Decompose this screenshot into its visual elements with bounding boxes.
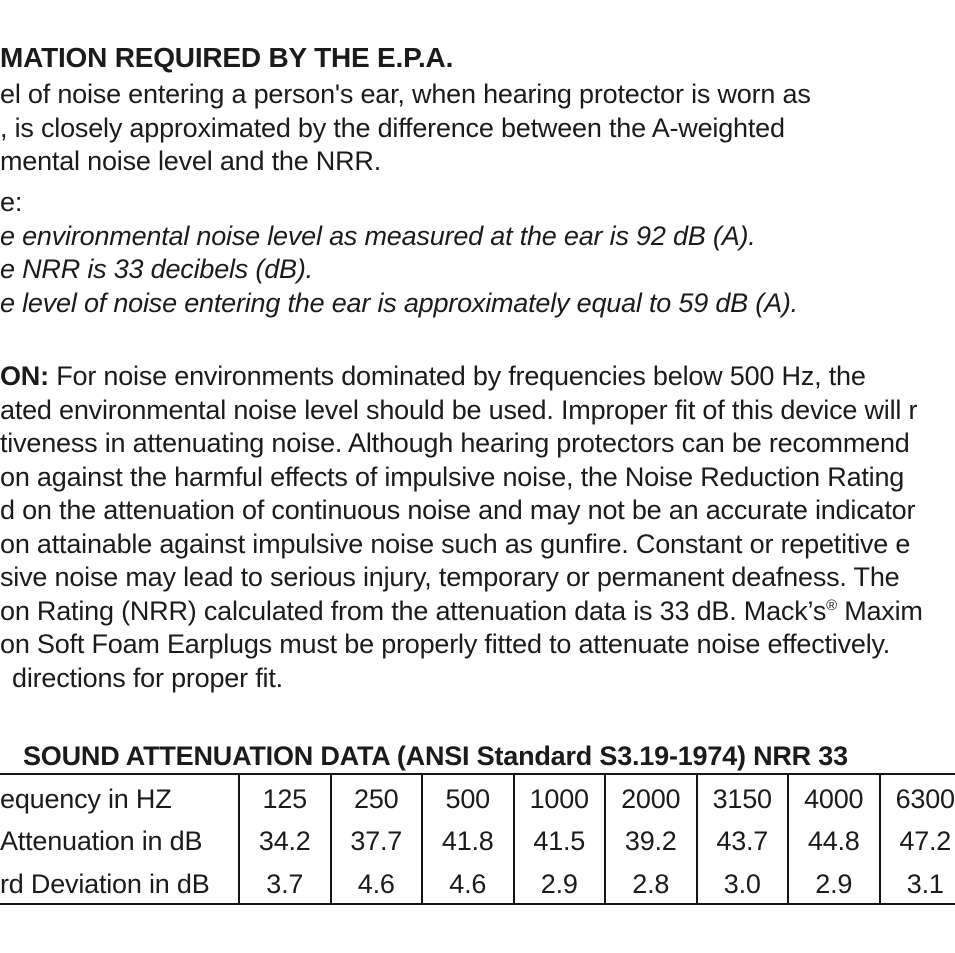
caution-line-post: Maxim: [836, 595, 923, 626]
caution-line: on attainable against impulsive noise su…: [0, 528, 911, 559]
example-line: e environmental noise level as measured …: [0, 220, 756, 251]
caution-line: on Soft Foam Earplugs must be properly f…: [0, 629, 891, 659]
example-line: e level of noise entering the ear is app…: [0, 287, 798, 318]
table-cell: 4.6: [329, 860, 422, 903]
epa-heading: MATION REQUIRED BY THE E.P.A.: [0, 42, 454, 73]
table-cell: 44.8: [787, 817, 879, 861]
caution-line: ated environmental noise level should be…: [0, 394, 918, 425]
row-label: Attenuation in dB: [0, 826, 203, 857]
caution-line: d on the attenuation of continuous noise…: [0, 495, 916, 525]
table-cell: 500: [421, 775, 513, 818]
caution-line-pre: on Rating (NRR) calculated from the atte…: [0, 595, 827, 626]
table-cell: 2.9: [512, 860, 605, 903]
caution-line: on against the harmful effects of impuls…: [0, 461, 905, 492]
caution-line: on Rating (NRR) calculated from the atte…: [0, 595, 923, 629]
table-cell: 3.7: [238, 860, 330, 903]
row-label: rd Deviation in dB: [0, 868, 210, 899]
table-cell: 3150: [695, 775, 788, 818]
caution-line-rest: For noise environments dominated by freq…: [48, 361, 866, 391]
table-cell: 3.1: [878, 860, 955, 903]
table-cell: 47.2: [878, 817, 955, 861]
paragraph-line: mental noise level and the NRR.: [0, 146, 382, 176]
table-row-frequency: equency in HZ 125 250 500 1000 2000 3150…: [0, 775, 955, 818]
table-cell: 3.0: [695, 860, 788, 903]
caution-line: directions for proper fit.: [12, 662, 283, 693]
table-cell: 34.2: [238, 817, 330, 861]
table-cell: 2000: [604, 775, 696, 818]
table-cell: 250: [329, 775, 422, 818]
table-cell: 125: [238, 775, 330, 818]
epa-paragraph: el of noise entering a person's ear, whe…: [0, 78, 811, 179]
table-cell: 4000: [787, 775, 879, 818]
table-cell: 37.7: [329, 817, 422, 861]
paragraph-line: , is closely approximated by the differe…: [0, 112, 785, 143]
caution-line: sive noise may lead to serious injury, t…: [0, 562, 900, 592]
table-row-attenuation: Attenuation in dB 34.2 37.7 41.8 41.5 39…: [0, 817, 955, 861]
table-cell: 6300: [878, 775, 955, 818]
example-label: e:: [0, 187, 23, 217]
caution-line: tiveness in attenuating noise. Although …: [0, 428, 910, 458]
paragraph-line: el of noise entering a person's ear, whe…: [0, 79, 811, 109]
table-cell: 4.6: [421, 860, 513, 903]
example-block: e: e environmental noise level as measur…: [0, 186, 798, 320]
caution-paragraph: ON: For noise environments dominated by …: [0, 360, 923, 695]
table-cell: 2.8: [604, 860, 696, 903]
attenuation-table: equency in HZ 125 250 500 1000 2000 3150…: [0, 773, 955, 905]
attenuation-table-title: SOUND ATTENUATION DATA (ANSI Standard S3…: [23, 741, 848, 771]
caution-bold-prefix: ON:: [0, 361, 49, 391]
table-cell: 41.5: [512, 817, 605, 861]
table-cell: 1000: [512, 775, 605, 818]
table-row-std-deviation: rd Deviation in dB 3.7 4.6 4.6 2.9 2.8 3…: [0, 860, 955, 903]
table-cell: 41.8: [421, 817, 513, 861]
table-cell: 2.9: [787, 860, 879, 903]
registered-mark: ®: [826, 597, 837, 614]
caution-line: ON: For noise environments dominated by …: [0, 360, 923, 394]
row-label: equency in HZ: [0, 783, 172, 814]
table-cell: 43.7: [695, 817, 788, 861]
example-line: e NRR is 33 decibels (dB).: [0, 254, 313, 284]
table-cell: 39.2: [604, 817, 696, 861]
